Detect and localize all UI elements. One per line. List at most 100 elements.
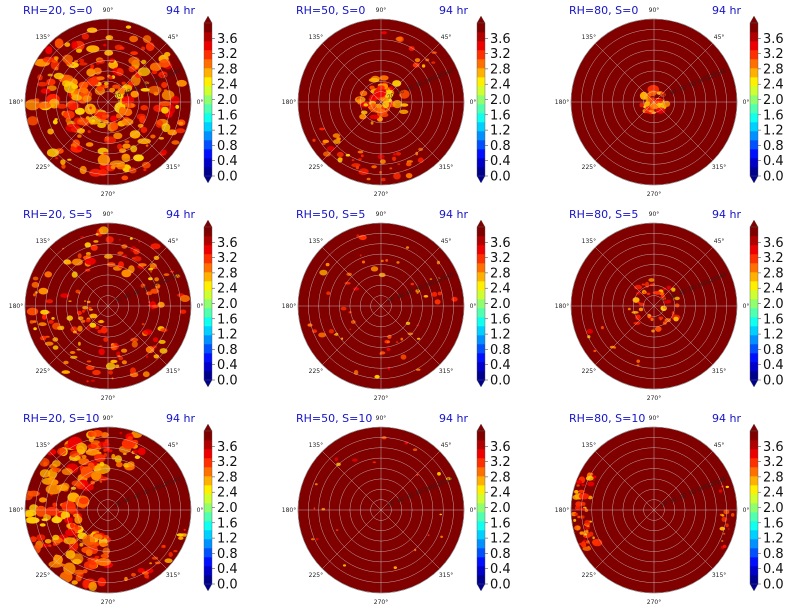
- heat-cell: [138, 263, 147, 267]
- heat-cell: [89, 106, 92, 110]
- heat-cell: [148, 568, 154, 573]
- heat-cell: [721, 514, 725, 517]
- heat-cell: [118, 106, 126, 116]
- colorbar-segment: [750, 140, 758, 150]
- heat-cell: [115, 462, 123, 468]
- colorbar-segment: [477, 521, 485, 531]
- colorbar-segment: [204, 236, 212, 246]
- colorbar-segment: [750, 431, 758, 441]
- angular-gridline: [322, 509, 382, 569]
- heat-cell: [70, 355, 78, 359]
- heat-cell: [414, 58, 421, 63]
- heat-cell: [345, 153, 351, 157]
- heat-cell: [84, 257, 96, 265]
- heat-cell: [108, 370, 113, 375]
- heat-cell: [637, 301, 641, 304]
- heat-cell: [650, 317, 654, 322]
- heat-cell: [133, 449, 139, 454]
- heat-cell: [75, 289, 81, 294]
- heat-cell: [130, 145, 138, 153]
- colorbar-tick-label: 0.8: [490, 547, 511, 562]
- colorbar-tick-label: 0.0: [763, 578, 784, 593]
- angle-tick-label: 0°: [197, 303, 204, 310]
- panel-time-label: 94 hr: [166, 4, 195, 17]
- colorbar-segment: [204, 131, 212, 141]
- heat-cell: [154, 277, 160, 282]
- heat-cell: [137, 123, 144, 128]
- colorbar-tick-label: 1.6: [490, 312, 511, 327]
- angle-tick-label: 225°: [36, 368, 50, 375]
- heat-cell: [128, 265, 135, 273]
- heat-cell: [577, 515, 581, 519]
- heat-cell: [721, 540, 724, 542]
- heat-cell: [141, 46, 146, 51]
- colorbar-max-arrow: [476, 219, 486, 228]
- heat-cell: [431, 61, 436, 64]
- angle-tick-label: 315°: [712, 164, 726, 171]
- angle-tick-label: 315°: [712, 572, 726, 579]
- heat-cell: [157, 301, 165, 308]
- colorbar-segment: [477, 86, 485, 96]
- colorbar-tick-label: 3.6: [763, 32, 784, 47]
- colorbar-min-arrow: [476, 175, 486, 184]
- heat-cell: [178, 536, 184, 540]
- colorbar-tick-label: 1.2: [490, 124, 511, 139]
- colorbar-segment: [204, 485, 212, 495]
- heat-cell: [133, 154, 144, 162]
- heat-cell: [85, 549, 93, 557]
- colorbar-segment: [750, 131, 758, 141]
- panel-title: RH=20, S=0: [23, 4, 93, 17]
- radial-tick-label: 100: [697, 76, 709, 86]
- colorbar-segment: [204, 104, 212, 114]
- heat-cell: [145, 355, 148, 358]
- heat-cell: [61, 501, 76, 512]
- heat-cell: [437, 291, 442, 296]
- heat-cell: [78, 62, 88, 66]
- heat-cell: [645, 96, 649, 102]
- angular-gridline: [49, 101, 109, 161]
- heat-cell: [315, 538, 319, 541]
- heat-cell: [121, 81, 126, 85]
- heat-cell: [659, 92, 666, 98]
- heat-cell: [167, 129, 178, 136]
- heat-cell: [319, 127, 325, 131]
- heat-cell: [369, 114, 380, 120]
- heat-cell: [45, 299, 54, 304]
- colorbar-tick-label: 2.0: [217, 297, 238, 312]
- heat-cell: [45, 506, 60, 516]
- angular-gridline: [653, 509, 713, 569]
- colorbar-tick-label: 2.0: [217, 501, 238, 516]
- heat-cell: [578, 493, 590, 500]
- heat-cell: [152, 304, 159, 309]
- colorbar-segment: [477, 122, 485, 132]
- colorbar-segment: [750, 167, 758, 177]
- heat-cell: [163, 89, 168, 92]
- colorbar-tick-label: 0.0: [490, 170, 511, 185]
- heat-cell: [84, 242, 92, 248]
- colorbar-segment: [204, 458, 212, 468]
- polar-panel: 0° 45° 90° 135° 180° 225° 270° 315° 20 40 60 80 100 1…: [0, 204, 263, 408]
- heat-cell: [131, 103, 135, 107]
- angular-gridline: [653, 451, 713, 511]
- colorbar-segment: [204, 557, 212, 567]
- heat-cell: [342, 564, 347, 567]
- colorbar-tick-label: 1.2: [217, 124, 238, 139]
- heat-cell: [35, 102, 51, 109]
- colorbar-segment: [204, 431, 212, 441]
- heat-cell: [27, 116, 39, 126]
- colorbar-tick-label: 3.2: [490, 251, 511, 266]
- angle-tick-label: 90°: [376, 7, 387, 14]
- heat-cell: [55, 157, 58, 160]
- colorbar-segment: [750, 272, 758, 282]
- heat-cell: [40, 335, 47, 341]
- heat-cell: [583, 533, 588, 536]
- colorbar-segment: [204, 317, 212, 327]
- heat-cell: [171, 140, 180, 145]
- colorbar-tick-label: 0.4: [763, 154, 784, 169]
- colorbar-min-arrow: [476, 583, 486, 592]
- heat-cell: [76, 145, 82, 150]
- heat-cell: [34, 291, 38, 294]
- radial-tick-label: 60: [679, 84, 688, 92]
- panel-title: RH=80, S=5: [569, 208, 639, 221]
- heat-cell: [725, 485, 729, 489]
